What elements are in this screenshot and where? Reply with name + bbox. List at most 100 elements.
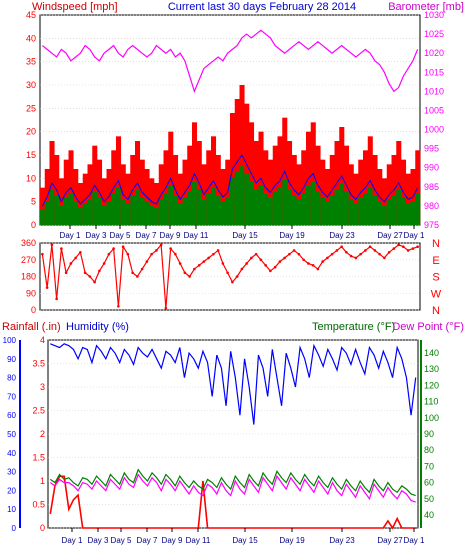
wind-avg-bar bbox=[220, 201, 226, 225]
panel1-ytick-left: 25 bbox=[26, 103, 36, 113]
direction-segment bbox=[222, 263, 229, 274]
panel1-ytick-right: 1020 bbox=[424, 48, 444, 58]
wind-avg-bar bbox=[206, 193, 212, 225]
panel3-ytick-humidity: 0 bbox=[12, 524, 17, 533]
direction-segment bbox=[46, 244, 53, 288]
panel3-xtick-label: Day 15 bbox=[232, 536, 258, 545]
direction-segment bbox=[189, 268, 195, 277]
wind-avg-bar bbox=[78, 207, 84, 225]
direction-segment bbox=[113, 248, 119, 307]
panel3-ytick-humidity: 30 bbox=[7, 468, 16, 477]
direction-segment bbox=[103, 253, 110, 264]
wind-avg-bar bbox=[396, 189, 402, 225]
panel2-ytick-right: E bbox=[432, 255, 439, 267]
wind-avg-bar bbox=[334, 189, 340, 225]
wind-avg-bar bbox=[258, 185, 264, 225]
wind-avg-bar bbox=[329, 195, 335, 225]
panel1-ytick-left: 35 bbox=[26, 57, 36, 67]
label-temperature: Temperature (°F) bbox=[312, 321, 395, 333]
wind-avg-bar bbox=[325, 201, 331, 225]
panel3-ytick-humidity: 10 bbox=[7, 505, 16, 514]
label-humidity: Humidity (%) bbox=[66, 321, 129, 333]
wind-avg-bar bbox=[272, 191, 278, 225]
panel3-xtick-label: Day 23 bbox=[329, 536, 355, 545]
wind-avg-bar bbox=[377, 201, 383, 225]
wind-avg-bar bbox=[391, 195, 397, 225]
wind-avg-bar bbox=[87, 199, 93, 225]
wind-avg-bar bbox=[173, 195, 179, 225]
wind-avg-bar bbox=[239, 166, 245, 225]
panel3-ytick-humidity: 80 bbox=[7, 374, 16, 383]
panel1-ytick-left: 10 bbox=[26, 173, 36, 183]
direction-segment bbox=[51, 244, 58, 299]
direction-segment bbox=[317, 261, 324, 270]
panel3-ytick-temp: 80 bbox=[424, 445, 434, 455]
panel1-ytick-left: 30 bbox=[26, 80, 36, 90]
panel1-ytick-right: 985 bbox=[424, 182, 439, 192]
direction-segment bbox=[227, 272, 233, 283]
panel3-ytick-temp: 100 bbox=[424, 413, 439, 423]
wind-avg-bar bbox=[339, 183, 345, 225]
panel3-ytick-temp: 60 bbox=[424, 478, 434, 488]
wind-avg-bar bbox=[268, 197, 274, 225]
wind-avg-bar bbox=[353, 203, 359, 225]
panel2-ytick-left: 0 bbox=[31, 305, 36, 315]
panel3-ytick-rain: 4 bbox=[40, 335, 45, 345]
direction-segment bbox=[60, 248, 67, 273]
wind-avg-bar bbox=[92, 191, 98, 225]
panel1-ytick-right: 1005 bbox=[424, 105, 444, 115]
panel1-ytick-left: 45 bbox=[26, 10, 36, 20]
panel3-ytick-temp: 90 bbox=[424, 429, 434, 439]
direction-segment bbox=[165, 248, 172, 309]
panel3-xtick-label: Day 3 bbox=[88, 536, 109, 545]
wind-avg-bar bbox=[344, 191, 350, 225]
direction-segment bbox=[236, 268, 243, 277]
direction-segment bbox=[217, 250, 224, 264]
wind-avg-bar bbox=[182, 197, 188, 225]
wind-avg-bar bbox=[234, 172, 240, 225]
wind-avg-bar bbox=[211, 187, 217, 225]
wind-avg-bar bbox=[296, 199, 302, 225]
panel3-ytick-humidity: 20 bbox=[7, 486, 16, 495]
panel3-xtick-label: Day 1 bbox=[404, 536, 425, 545]
direction-segment bbox=[41, 254, 48, 288]
wind-avg-bar bbox=[215, 195, 221, 225]
wind-avg-line bbox=[41, 154, 419, 207]
panel2-ytick-right: S bbox=[432, 272, 439, 284]
humidity-line bbox=[50, 343, 417, 425]
panel3-ytick-temp: 140 bbox=[424, 348, 439, 358]
panel2-ytick-right: N bbox=[432, 305, 440, 317]
temperature-line bbox=[49, 468, 416, 497]
panel2-ytick-left: 180 bbox=[21, 272, 36, 282]
panel3-ytick-rain: 2 bbox=[40, 429, 45, 439]
panel1-ytick-right: 1015 bbox=[424, 67, 444, 77]
wind-avg-bar bbox=[310, 181, 316, 225]
wind-avg-bar bbox=[363, 193, 369, 225]
wind-avg-bar bbox=[163, 193, 169, 225]
header-center: Current last 30 days February 28 2014 bbox=[168, 1, 356, 13]
wind-avg-bar bbox=[101, 205, 107, 225]
panel3-ytick-humidity: 70 bbox=[7, 392, 16, 401]
panel1-ytick-right: 1025 bbox=[424, 29, 444, 39]
label-rainfall: Rainfall (.in) bbox=[2, 321, 61, 333]
panel1-xtick-label: Day 9 bbox=[160, 231, 181, 240]
panel3-xtick-label: Day 19 bbox=[279, 536, 305, 545]
panel1-xtick-label: Day 7 bbox=[136, 231, 157, 240]
direction-segment bbox=[65, 263, 72, 274]
wind-avg-bar bbox=[73, 201, 79, 225]
header-right: Barometer [mb] bbox=[388, 1, 464, 13]
wind-avg-bar bbox=[386, 199, 392, 225]
panel3-ytick-rain: 3 bbox=[40, 382, 45, 392]
panel3-ytick-temp: 50 bbox=[424, 494, 434, 504]
wind-avg-bar bbox=[358, 197, 364, 225]
panel3-ytick-humidity: 100 bbox=[3, 336, 17, 345]
wind-avg-bar bbox=[320, 197, 326, 225]
wind-avg-bar bbox=[44, 201, 50, 225]
panel1-xtick-label: Day 3 bbox=[86, 231, 107, 240]
wind-avg-bar bbox=[187, 191, 193, 225]
wind-avg-bar bbox=[120, 199, 126, 225]
wind-avg-bar bbox=[63, 197, 69, 225]
panel3-xtick-label: Day 7 bbox=[137, 536, 158, 545]
wind-avg-bar bbox=[177, 203, 183, 225]
